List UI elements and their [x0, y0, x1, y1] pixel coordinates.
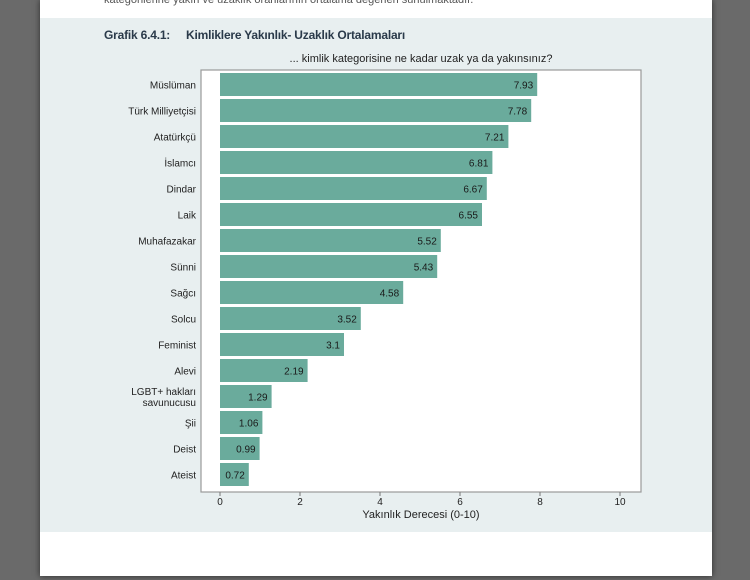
x-tick-label: 4 — [377, 497, 383, 508]
bar — [220, 177, 487, 200]
bar — [220, 203, 482, 226]
bar — [220, 437, 260, 460]
bar-value-label: 6.55 — [459, 211, 479, 222]
category-label: LGBT+ hakları savunucusu — [131, 387, 196, 409]
category-label: Sünni — [170, 263, 196, 274]
page-bottom — [40, 532, 712, 576]
figure-title: Kimliklere Yakınlık- Uzaklık Ortalamalar… — [186, 28, 406, 42]
bar — [220, 125, 509, 148]
category-label: Ateist — [171, 471, 196, 482]
bar-value-label: 7.78 — [508, 107, 528, 118]
x-tick-label: 8 — [537, 497, 543, 508]
figure-panel: Grafik 6.4.1: Kimliklere Yakınlık- Uzakl… — [40, 18, 712, 532]
bar-value-label: 5.52 — [417, 237, 437, 248]
bar — [220, 385, 272, 408]
category-label: İslamcı — [164, 157, 196, 170]
bar — [220, 73, 538, 96]
bar — [220, 151, 493, 174]
category-label: Laik — [178, 211, 197, 222]
bar-value-label: 6.67 — [463, 185, 483, 196]
bar — [220, 255, 438, 278]
category-label: Dindar — [167, 185, 197, 196]
bar-value-label: 1.29 — [248, 393, 268, 404]
bar-value-label: 7.93 — [514, 81, 534, 92]
category-label: Türk Milliyetçisi — [128, 107, 196, 118]
category-label: Deist — [173, 445, 196, 456]
category-label: Şii — [185, 419, 196, 430]
bar-value-label: 5.43 — [414, 263, 434, 274]
bar-value-label: 3.1 — [326, 341, 340, 352]
document-page: kategorilerine yakın ve uzaklık oranları… — [40, 0, 712, 576]
bar — [220, 99, 532, 122]
bar — [220, 411, 263, 434]
x-tick-label: 2 — [297, 497, 303, 508]
category-label: Müslüman — [150, 81, 196, 92]
bar-value-label: 0.72 — [225, 471, 245, 482]
bar — [220, 463, 249, 486]
intro-text: kategorilerine yakın ve uzaklık oranları… — [104, 0, 474, 6]
category-label: Atatürkçü — [154, 133, 196, 144]
category-label: Alevi — [174, 367, 196, 378]
chart-title: ... kimlik kategorisine ne kadar uzak ya… — [290, 53, 553, 65]
bar — [220, 359, 308, 382]
bar-value-label: 1.06 — [239, 419, 259, 430]
category-label: Feminist — [158, 341, 196, 352]
bar-value-label: 7.21 — [485, 133, 505, 144]
bar-value-label: 4.58 — [380, 289, 400, 300]
category-label: Solcu — [171, 315, 196, 326]
bar — [220, 229, 441, 252]
bar — [220, 333, 344, 356]
bar — [220, 281, 404, 304]
figure-label: Grafik 6.4.1: — [104, 28, 171, 42]
bar-value-label: 3.52 — [337, 315, 357, 326]
x-tick-label: 6 — [457, 497, 463, 508]
x-axis-label: Yakınlık Derecesi (0-10) — [362, 509, 479, 521]
bar-value-label: 0.99 — [236, 445, 256, 456]
category-label: Muhafazakar — [138, 237, 196, 248]
bar-chart: ... kimlik kategorisine ne kadar uzak ya… — [128, 53, 642, 521]
x-tick-label: 0 — [217, 497, 223, 508]
bar-value-label: 6.81 — [469, 159, 489, 170]
x-tick-label: 10 — [614, 497, 626, 508]
bar-value-label: 2.19 — [284, 367, 304, 378]
category-label: Sağcı — [170, 289, 196, 300]
bar — [220, 307, 361, 330]
